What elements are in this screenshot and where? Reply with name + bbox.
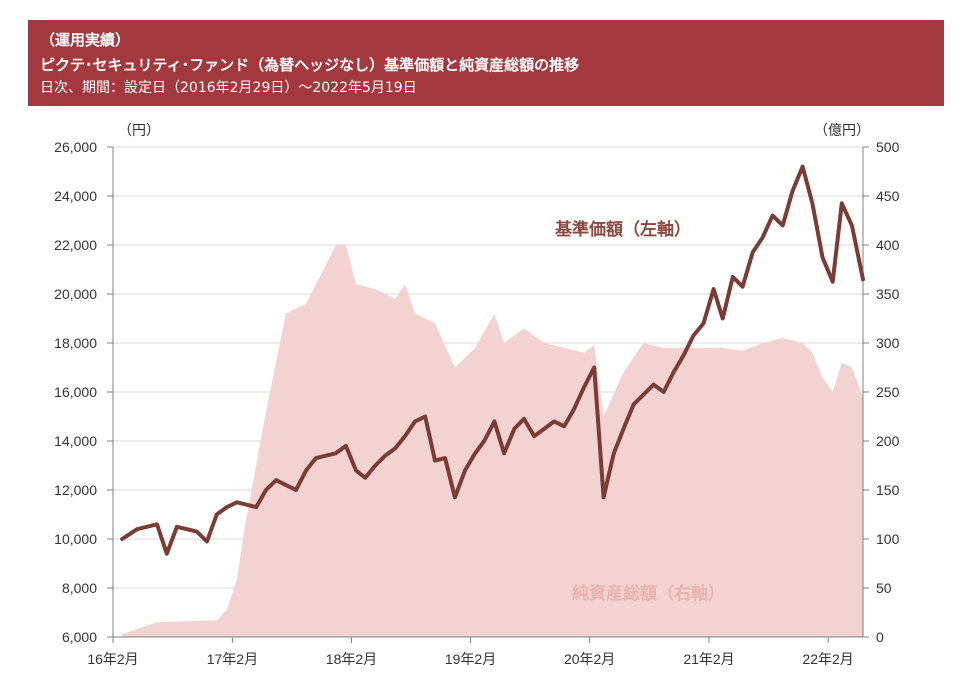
y-left-tick-label: 22,000 [54, 237, 97, 253]
x-tick-label: 22年2月 [802, 651, 853, 667]
y-right-tick-label: 200 [876, 433, 900, 449]
y-left-axis-unit: （円） [118, 123, 160, 139]
x-tick-label: 20年2月 [564, 651, 615, 667]
chart-header: （運用実績） ピクテ･セキュリティ･ファンド（為替ヘッジなし）基準価額と純資産総… [28, 20, 944, 106]
nav-line-series [120, 164, 865, 556]
chart-subtitle: 日次、期間：設定日（2016年2月29日）～2022年5月19日 [40, 80, 417, 96]
axes [107, 146, 869, 643]
x-tick-label: 21年2月 [683, 651, 734, 667]
aum-area-series [122, 245, 864, 637]
nav-line [120, 164, 865, 556]
y-left-tick-label: 10,000 [54, 531, 97, 547]
y-right-tick-label: 50 [876, 580, 892, 596]
y-left-tick-label: 16,000 [54, 384, 97, 400]
aum-area [122, 245, 864, 637]
y-left-tick-label: 12,000 [54, 482, 97, 498]
header-section-label: （運用実績） [40, 31, 131, 49]
y-right-tick-label: 250 [876, 384, 900, 400]
y-right-tick-label: 0 [876, 629, 884, 645]
x-tick-label: 16年2月 [87, 651, 138, 667]
x-tick-label: 17年2月 [207, 651, 258, 667]
y-left-tick-label: 26,000 [54, 139, 97, 155]
chart-title: ピクテ･セキュリティ･ファンド（為替ヘッジなし）基準価額と純資産総額の推移 [40, 56, 580, 74]
y-left-tick-label: 18,000 [54, 335, 97, 351]
nav-series-label: 基準価額（左軸） [554, 219, 691, 240]
y-right-axis-unit: （億円） [814, 123, 870, 139]
labels: 6,000 0 8,000 50 10,000 100 12,000 150 14,000 200… [54, 123, 899, 667]
y-right-tick-label: 150 [876, 482, 900, 498]
y-right-tick-label: 350 [876, 286, 900, 302]
aum-series-label: 純資産総額（右軸） [572, 583, 725, 604]
y-right-tick-label: 400 [876, 237, 900, 253]
y-left-tick-label: 14,000 [54, 433, 97, 449]
y-left-tick-label: 8,000 [62, 580, 97, 596]
x-tick-label: 19年2月 [445, 651, 496, 667]
y-right-tick-label: 450 [876, 188, 900, 204]
x-tick-label: 18年2月 [326, 651, 377, 667]
y-left-tick-label: 24,000 [54, 188, 97, 204]
y-left-tick-label: 6,000 [62, 629, 97, 645]
y-right-tick-label: 500 [876, 139, 900, 155]
y-right-tick-label: 100 [876, 531, 900, 547]
y-left-tick-label: 20,000 [54, 286, 97, 302]
y-right-tick-label: 300 [876, 335, 900, 351]
